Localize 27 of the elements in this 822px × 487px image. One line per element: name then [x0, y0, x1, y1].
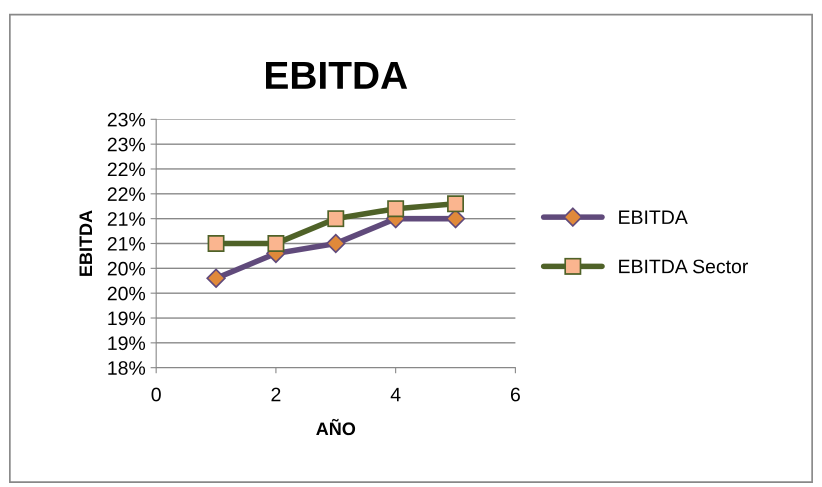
y-tick-label: 21% — [108, 212, 146, 226]
y-tick-label: 20% — [108, 262, 146, 276]
y-tick-label: 23% — [108, 112, 146, 127]
point — [208, 235, 225, 252]
point — [447, 195, 464, 212]
point — [326, 234, 346, 254]
y-tick-label: 22% — [108, 162, 146, 176]
y-tick-label: 20% — [108, 286, 146, 300]
y-tick-label: 19% — [108, 336, 146, 350]
point — [206, 268, 226, 288]
y-tick-label: 18% — [108, 361, 146, 375]
legend-label: EBITDA Sector — [619, 260, 748, 274]
y-tick-label: 19% — [108, 311, 146, 326]
point — [267, 235, 284, 252]
legend-label: EBITDA — [619, 210, 688, 224]
y-tick-label: 23% — [108, 138, 146, 152]
point — [327, 210, 344, 228]
chart-title: EBITDA — [266, 62, 408, 89]
y-tick-label: 21% — [108, 236, 146, 251]
x-tick-label: 2 — [271, 388, 280, 402]
x-axis-title: AÑO — [316, 418, 356, 436]
x-tick-label: 0 — [152, 388, 161, 402]
x-tick-label: 4 — [390, 388, 400, 402]
y-axis-title: EBITDA — [80, 210, 92, 276]
x-tick-label: 6 — [510, 388, 520, 402]
y-tick-label: 22% — [108, 187, 146, 201]
point — [387, 200, 404, 218]
